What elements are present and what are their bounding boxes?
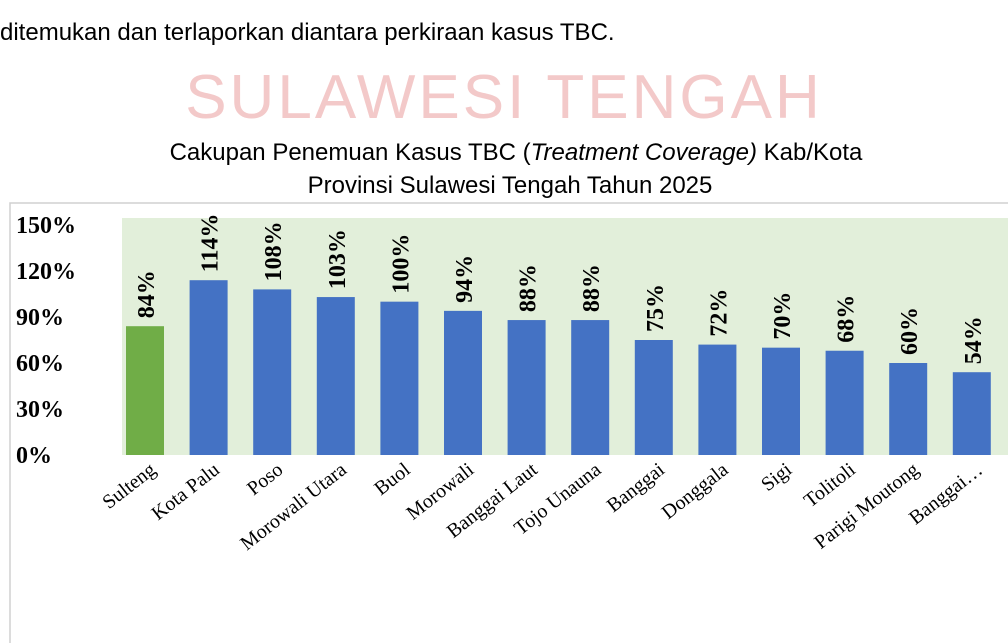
y-tick-label: 60% — [16, 351, 64, 377]
data-label: 75% — [643, 284, 669, 332]
x-tick-label: Morowali Utara — [236, 459, 351, 555]
bar — [762, 347, 800, 455]
bar — [444, 310, 482, 455]
y-tick-label: 90% — [16, 305, 64, 331]
x-tick-label: Donggala — [658, 459, 733, 524]
chart-title: Cakupan Penemuan Kasus TBC (Treatment Co… — [170, 139, 863, 166]
data-label: 100% — [388, 234, 414, 294]
data-label: 114% — [198, 214, 224, 273]
chart-frame — [9, 202, 1008, 643]
bar — [380, 301, 419, 455]
y-tick-label: 150% — [16, 213, 76, 239]
x-tick-label: Poso — [243, 459, 287, 500]
y-tick-label: 120% — [16, 259, 76, 285]
bar — [698, 344, 737, 455]
title-part: Cakupan Penemuan Kasus TBC ( — [170, 139, 531, 166]
intro-text: ditemukan dan terlaporkan diantara perki… — [0, 19, 615, 46]
data-label: 70% — [770, 292, 796, 340]
bar — [825, 350, 864, 455]
data-label: 60% — [897, 307, 923, 355]
data-label: 54% — [961, 316, 987, 364]
title-part: Treatment Coverage) — [531, 139, 757, 166]
data-label: 103% — [325, 229, 351, 289]
data-label: 88% — [579, 264, 605, 312]
bar — [507, 320, 546, 455]
bar — [634, 340, 673, 455]
data-label: 68% — [834, 295, 860, 343]
bar — [126, 326, 164, 455]
data-label: 94% — [452, 255, 478, 303]
bar — [571, 320, 610, 455]
y-tick-label: 30% — [16, 397, 64, 423]
chart-title: Provinsi Sulawesi Tengah Tahun 2025 — [308, 172, 713, 199]
bar — [253, 289, 292, 455]
data-label: 84% — [134, 270, 160, 318]
bar — [189, 280, 228, 455]
data-label: 108% — [261, 221, 287, 281]
y-tick-label: 0% — [16, 443, 52, 469]
data-label: 88% — [516, 264, 542, 312]
watermark: SULAWESI TENGAH — [185, 63, 823, 132]
title-part: Kab/Kota — [757, 139, 863, 166]
bar — [889, 363, 928, 455]
data-label: 72% — [706, 289, 732, 337]
bar — [316, 297, 355, 455]
x-tick-label: Buol — [370, 458, 415, 500]
x-tick-label: Kota Palu — [148, 459, 224, 525]
x-tick-label: Sigi — [757, 458, 796, 495]
bar — [952, 372, 991, 455]
